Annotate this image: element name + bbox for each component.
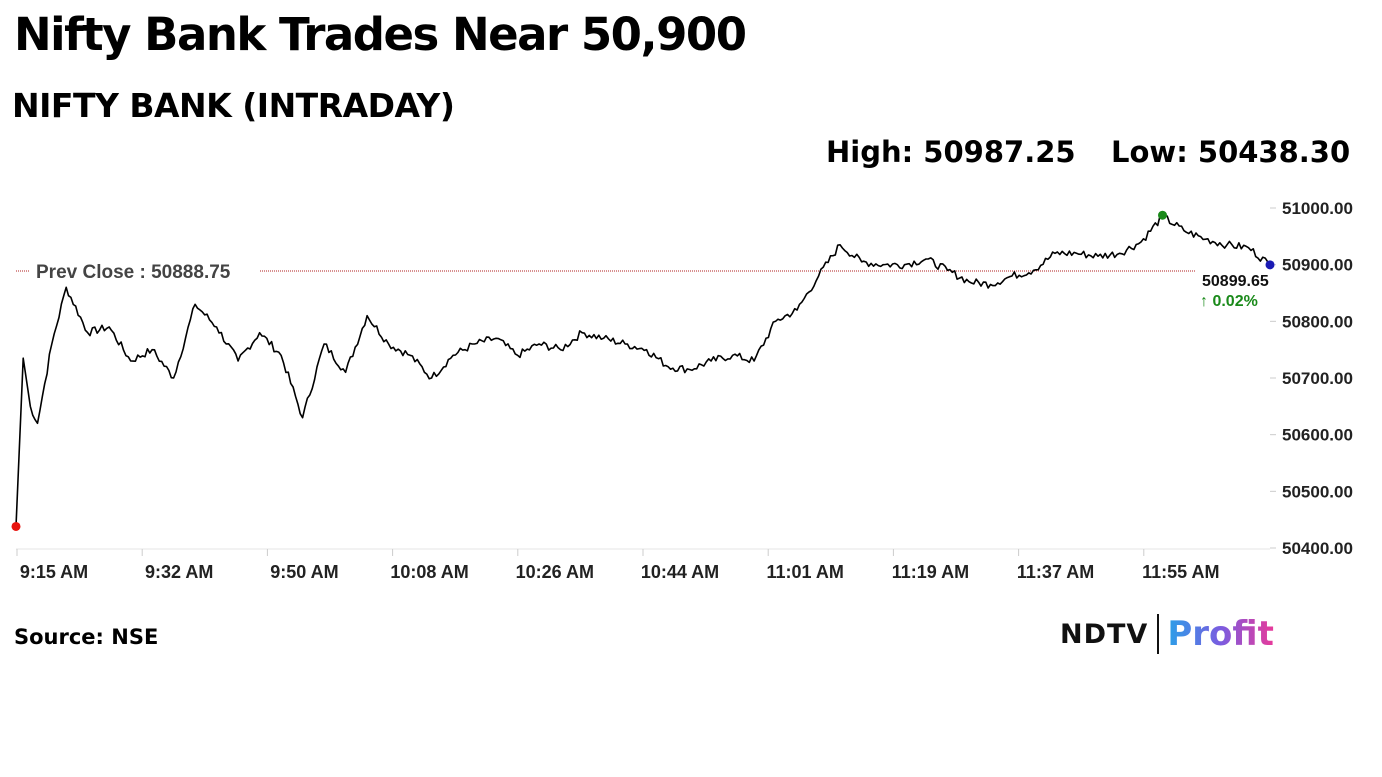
intraday-line-chart: 51000.00 50900.00 50800.00 50700.00 50600.00…: [11, 199, 1353, 582]
chart-subtitle: NIFTY BANK (INTRADAY): [12, 86, 455, 125]
y-tick-label: 50700.00: [1282, 369, 1353, 388]
ndtv-profit-logo: NDTV Profit: [1060, 612, 1274, 656]
y-tick-label: 50400.00: [1282, 539, 1353, 558]
x-tick-label: 11:19 AM: [892, 562, 969, 582]
open-low-marker: [11, 521, 21, 531]
price-change-label: ↑ 0.02%: [1200, 293, 1258, 310]
x-tick-label: 9:32 AM: [145, 562, 213, 582]
source-note: Source: NSE: [14, 625, 159, 649]
headline: Nifty Bank Trades Near 50,900: [14, 8, 747, 61]
x-tick-label: 11:01 AM: [767, 562, 844, 582]
day-high-marker: [1158, 210, 1168, 220]
x-tick-label: 9:15 AM: [20, 562, 88, 582]
y-tick-label: 50500.00: [1282, 482, 1353, 501]
y-tick-label: 50900.00: [1282, 256, 1353, 275]
price-line: [15, 214, 1271, 527]
y-tick-label: 50600.00: [1282, 426, 1353, 445]
y-tick-label: 51000.00: [1282, 199, 1353, 218]
x-tick-label: 10:26 AM: [516, 562, 594, 582]
day-high: High: 50987.25: [826, 135, 1076, 169]
day-low: Low: 50438.30: [1111, 135, 1351, 169]
x-tick-label: 9:50 AM: [270, 562, 338, 582]
last-price-marker: [1265, 260, 1275, 270]
logo-ndtv-text: NDTV: [1060, 618, 1149, 650]
x-tick-label: 10:44 AM: [641, 562, 719, 582]
prev-close-label-bg: [30, 258, 260, 283]
last-price-label: 50899.65: [1202, 273, 1269, 290]
logo-divider: [1157, 614, 1160, 654]
x-tick-label: 11:37 AM: [1017, 562, 1094, 582]
y-tick-label: 50800.00: [1282, 312, 1353, 331]
x-tick-label: 10:08 AM: [390, 562, 468, 582]
logo-profit-text: Profit: [1167, 614, 1274, 654]
x-tick-label: 11:55 AM: [1142, 562, 1219, 582]
prev-close-label: Prev Close : 50888.75: [36, 262, 231, 283]
